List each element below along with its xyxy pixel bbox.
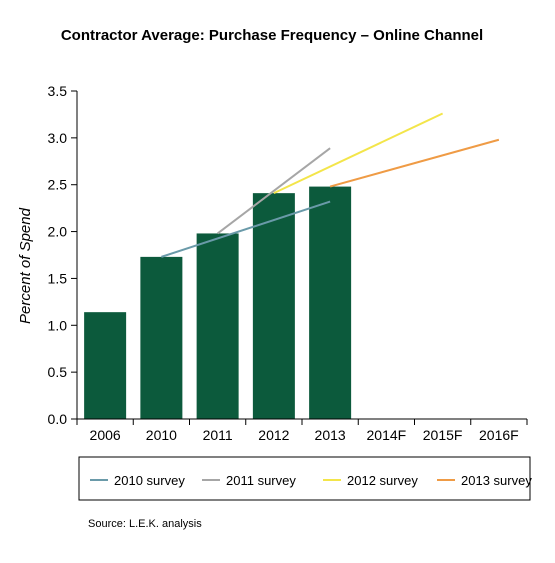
source-note: Source: L.E.K. analysis — [88, 518, 202, 530]
series-line-2012-survey — [273, 112, 444, 195]
y-tick-label: 0.0 — [48, 411, 68, 427]
legend-label: 2013 survey — [461, 473, 532, 488]
legend-box — [78, 456, 531, 501]
bars — [84, 186, 352, 419]
series-line-2010-survey — [161, 200, 331, 258]
x-tick-label: 2016F — [479, 427, 519, 443]
y-tick-label: 0.5 — [48, 364, 68, 380]
y-tick-label: 1.5 — [48, 270, 68, 286]
bar-2011 — [196, 233, 239, 419]
y-tick-label: 3.0 — [48, 130, 68, 146]
legend-label: 2010 survey — [114, 473, 185, 488]
legend-label: 2012 survey — [347, 473, 418, 488]
series-line-2013-survey — [329, 138, 500, 188]
bar-2013 — [309, 186, 352, 419]
y-axis-label: Percent of Spend — [17, 207, 34, 324]
x-tick-label: 2012 — [258, 427, 289, 443]
bar-2006 — [84, 312, 127, 419]
chart-title: Contractor Average: Purchase Frequency –… — [61, 27, 483, 44]
x-tick-label: 2014F — [367, 427, 407, 443]
x-tick-label: 2013 — [315, 427, 346, 443]
x-tick-label: 2010 — [146, 427, 177, 443]
x-tick-label: 2006 — [90, 427, 121, 443]
bar-2010 — [140, 256, 183, 419]
y-tick-label: 2.5 — [48, 177, 68, 193]
x-tick-label: 2011 — [203, 427, 233, 443]
survey-lines — [161, 112, 500, 258]
legend-label: 2011 survey — [226, 473, 296, 488]
series-line-2011-survey — [217, 147, 331, 235]
bar-2012 — [252, 193, 295, 419]
y-tick-label: 3.5 — [48, 83, 68, 99]
y-tick-label: 2.0 — [48, 224, 68, 240]
x-tick-label: 2015F — [423, 427, 463, 443]
axes: 0.0 0.5 1.0 1.5 2.0 2.5 3.0 3.5 2006 2010 2011 2012… — [48, 83, 528, 443]
y-tick-label: 1.0 — [48, 317, 68, 333]
legend: 2010 survey 2011 survey 2012 survey 2013 su… — [78, 456, 532, 501]
